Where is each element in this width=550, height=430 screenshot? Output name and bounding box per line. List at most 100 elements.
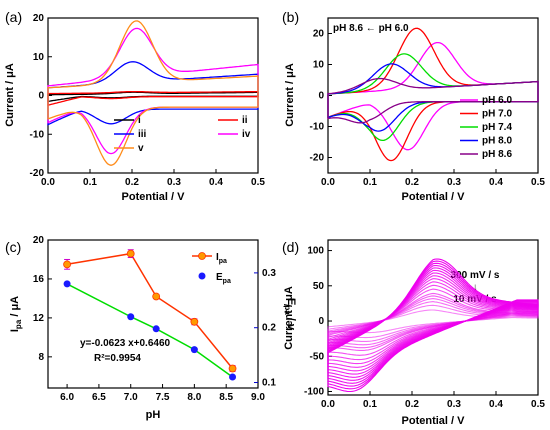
panel-b-legend-label: pH 7.0 bbox=[482, 109, 512, 120]
panel-c-ylabel-left-unit: / μA bbox=[9, 296, 21, 320]
panel-c-epa-point bbox=[190, 346, 198, 354]
panel-a-legend-label: v bbox=[138, 143, 144, 154]
panel-d-curves bbox=[327, 258, 539, 393]
panel-b-ytick-label: 20 bbox=[313, 29, 325, 40]
panel-c-label: (c) bbox=[5, 239, 21, 255]
panel-a-legend-label: ii bbox=[242, 115, 248, 126]
panel-d-annotation-arrow: ↓ bbox=[473, 282, 478, 293]
panel-c-ytick-label: 8 bbox=[38, 352, 44, 363]
panel-d-xtick-label: 0.0 bbox=[321, 399, 335, 410]
panel-d-frame bbox=[327, 239, 539, 396]
panel-a-ytick-label: -20 bbox=[30, 168, 45, 179]
panel-d-xtick-label: 0.1 bbox=[363, 399, 377, 410]
panel-c-xtick-label: 9.0 bbox=[251, 392, 265, 403]
panel-c-curves bbox=[63, 249, 237, 381]
panel-c-ylabel-left-sub: pa bbox=[14, 319, 23, 329]
panel-a-xtick-label: 0.1 bbox=[83, 177, 97, 188]
panel-c-ylabel-left: Ipa / μA bbox=[9, 296, 23, 332]
panel-b-xtick-label: 0.0 bbox=[321, 177, 335, 188]
panel-a-ytick-label: 0 bbox=[38, 91, 44, 102]
panel-c-xtick-label: 8.0 bbox=[187, 392, 201, 403]
panel-a-ytick-label: 10 bbox=[33, 52, 45, 63]
panel-c-ipa-point bbox=[228, 364, 237, 373]
panel-d-ytick-label: -100 bbox=[304, 386, 324, 397]
panel-d: (d) Potential / V Current / μA 300 mV / … bbox=[282, 239, 545, 427]
panel-b-xlabel: Potential / V bbox=[402, 191, 466, 203]
panel-c-r2: R²=0.9954 bbox=[94, 353, 141, 364]
panel-b-ylabel: Current / μA bbox=[284, 63, 296, 127]
panel-d-xtick-label: 0.5 bbox=[531, 399, 545, 410]
panel-c-xtick-label: 7.5 bbox=[156, 392, 170, 403]
panel-a-series-iv bbox=[47, 27, 259, 155]
panel-c-ylabel-left-main: I bbox=[9, 329, 21, 332]
panel-c-legend-swatch bbox=[198, 272, 206, 280]
panel-b-ytick-label: 10 bbox=[313, 60, 325, 71]
panel-c-legend-label: Epa bbox=[216, 272, 231, 285]
panel-b-ytick-label: -10 bbox=[310, 122, 325, 133]
panel-b-ytick-label: -20 bbox=[310, 153, 325, 164]
panel-c-frame bbox=[47, 239, 259, 389]
panel-b-xtick-label: 0.1 bbox=[363, 177, 377, 188]
panel-a-legend-label: iii bbox=[138, 129, 147, 140]
panel-d-xtick-label: 0.4 bbox=[489, 399, 503, 410]
panel-d-cv-curve bbox=[327, 281, 539, 365]
panel-a-ticks: 0.0 0.1 0.2 0.3 0.4 0.5 -20 -10 0 10 20 bbox=[30, 13, 266, 188]
panel-c-ylabel-right-unit: / v bbox=[285, 315, 297, 331]
panel-a-curves bbox=[47, 20, 259, 166]
panel-c-ipa-point bbox=[190, 317, 199, 326]
panel-c-legend: Ipa Epa bbox=[192, 252, 231, 285]
panel-b-annotation: pH 8.6 ← pH 6.0 bbox=[333, 23, 409, 34]
panel-a-series-ii bbox=[47, 90, 259, 107]
panel-c-epa-point bbox=[63, 280, 71, 288]
panel-c-ytick-label-right: 0.2 bbox=[262, 323, 276, 334]
panel-b-series-pH-8.6 bbox=[327, 77, 539, 124]
panel-d-ytick-label: 0 bbox=[318, 316, 324, 327]
panel-a: (a) Potential / V Current / μA 0.0 0.1 0.2… bbox=[4, 9, 265, 203]
panel-d-ytick-label: 100 bbox=[307, 246, 324, 257]
panel-b: (b) Potential / V Current / μA pH 8.6 ← … bbox=[282, 9, 545, 203]
panel-a-legend-label: iv bbox=[242, 129, 251, 140]
panel-c-ipa-point bbox=[152, 292, 161, 301]
panel-d-ticks: 0.0 0.1 0.2 0.3 0.4 0.5 -100 -50 0 50 100 bbox=[304, 246, 545, 410]
panel-d-xlabel: Potential / V bbox=[402, 415, 466, 427]
panel-b-ytick-label: 0 bbox=[318, 91, 324, 102]
panel-d-cv-curve bbox=[327, 258, 539, 393]
panel-c-ylabel-right: Epa / v bbox=[283, 298, 297, 331]
panel-c-xlabel: pH bbox=[146, 409, 161, 421]
panel-b-legend: pH 6.0 pH 7.0 pH 7.4 pH 8.0 pH 8.6 bbox=[460, 95, 512, 160]
panel-c-ticks: 6.0 6.5 7.0 7.5 8.0 8.5 9.0 8 12 16 20 0.1 0.2 0.3 bbox=[33, 235, 276, 403]
panel-b-xtick-label: 0.5 bbox=[531, 177, 545, 188]
panel-d-annotation-top: 300 mV / s bbox=[451, 270, 500, 281]
panel-c-xtick-label: 7.0 bbox=[124, 392, 138, 403]
panel-c-ipa-point bbox=[126, 249, 135, 258]
panel-c-equation: y=-0.0623 x+0.6460 bbox=[80, 338, 171, 349]
panel-b-xtick-label: 0.4 bbox=[489, 177, 503, 188]
panel-c-ytick-label: 20 bbox=[33, 235, 45, 246]
panel-a-ytick-label: -10 bbox=[30, 129, 45, 140]
panel-a-xtick-label: 0.4 bbox=[209, 177, 223, 188]
panel-c-epa-line bbox=[66, 283, 233, 378]
panel-a-ytick-label: 20 bbox=[33, 13, 45, 24]
panel-b-xtick-label: 0.2 bbox=[405, 177, 419, 188]
panel-b-curves bbox=[327, 27, 539, 162]
panel-c-ytick-label: 12 bbox=[33, 313, 45, 324]
panel-a-xtick-label: 0.5 bbox=[251, 177, 265, 188]
panel-a-xtick-label: 0.0 bbox=[41, 177, 55, 188]
panel-b-ticks: 0.0 0.1 0.2 0.3 0.4 0.5 -20 -10 0 10 20 bbox=[310, 29, 546, 189]
panel-a-ylabel: Current / μA bbox=[4, 63, 16, 127]
panel-d-ylabel: Current / μA bbox=[283, 286, 295, 350]
panel-d-xtick-label: 0.3 bbox=[447, 399, 461, 410]
panel-b-legend-label: pH 6.0 bbox=[482, 95, 512, 106]
panel-c-ylabel-right-main: E bbox=[285, 298, 297, 305]
panel-c-ytick-label-right: 0.1 bbox=[262, 378, 276, 389]
panel-c: (c) pH Ipa / μA Epa / v y=-0.0623 x+0.64… bbox=[5, 235, 297, 421]
panel-a-legend-label: i bbox=[138, 115, 141, 126]
panel-b-legend-label: pH 8.0 bbox=[482, 136, 512, 147]
panel-d-ytick-label: 50 bbox=[313, 281, 325, 292]
panel-c-xtick-label: 8.5 bbox=[219, 392, 233, 403]
panel-c-epa-point bbox=[152, 325, 160, 333]
panel-c-ytick-label-right: 0.3 bbox=[262, 268, 276, 279]
panel-c-ylabel-right-sub: pa bbox=[283, 305, 292, 315]
